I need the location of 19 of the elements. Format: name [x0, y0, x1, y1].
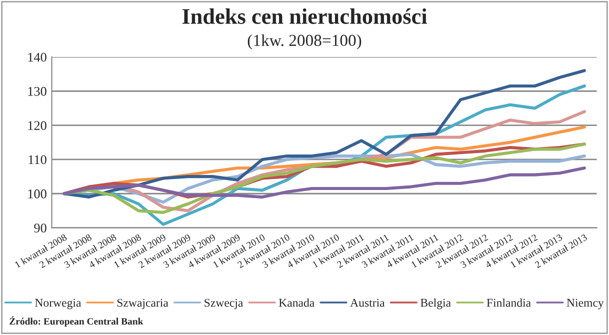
chart-subtitle: (1kw. 2008=100): [248, 34, 362, 50]
y-tick-label: 100: [28, 189, 46, 198]
legend-label: Finlandia: [486, 298, 531, 307]
line-series: [62, 69, 586, 199]
legend-label: Szwecja: [204, 298, 244, 310]
y-tick-label: 120: [28, 121, 46, 130]
legend-label: Niemcy: [566, 298, 604, 310]
y-tick-label: 110: [28, 155, 46, 164]
text: Źródło: European Central Bank: [10, 316, 144, 327]
legend-label: Norwegia: [35, 298, 82, 310]
legend-label: Szwajcaria: [117, 298, 168, 310]
y-tick-label: 90: [34, 224, 46, 233]
legend-label: Kanada: [278, 298, 314, 307]
legend-label: Austria: [350, 298, 385, 307]
y-tick-label: 140: [28, 52, 46, 62]
chart-title: Indeks cen nieruchomości: [182, 8, 428, 24]
y-tick-label: 130: [28, 86, 46, 96]
legend-label: Belgia: [420, 298, 451, 310]
line-series: [62, 166, 586, 199]
